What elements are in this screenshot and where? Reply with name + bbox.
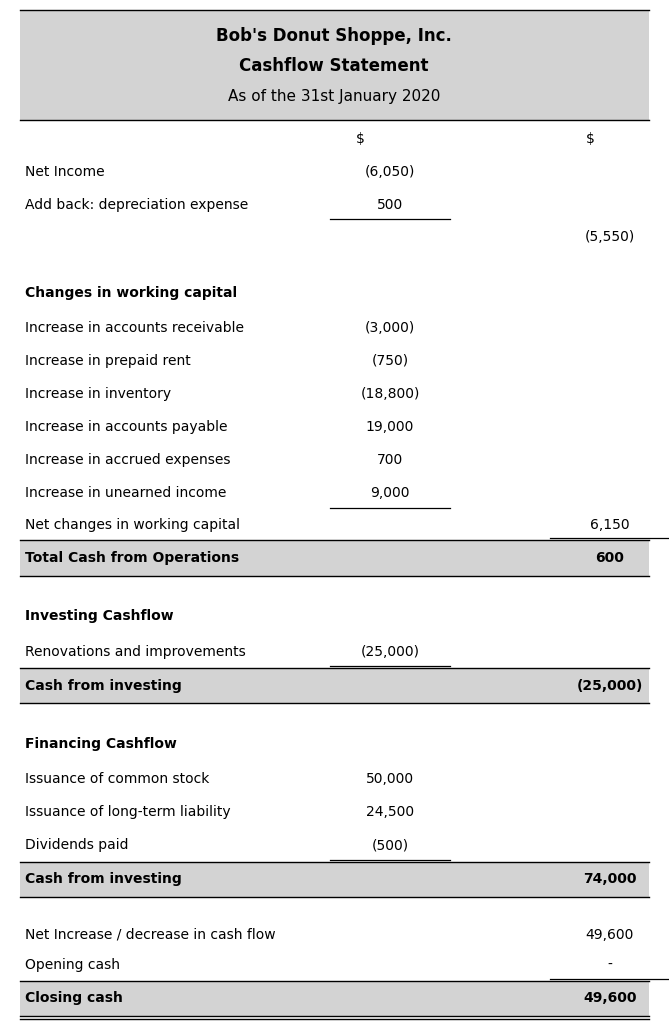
Text: Cash from investing: Cash from investing [25, 679, 182, 692]
Text: $: $ [585, 131, 595, 145]
Text: As of the 31st January 2020: As of the 31st January 2020 [228, 88, 440, 103]
Text: Renovations and improvements: Renovations and improvements [25, 644, 246, 658]
Text: Increase in inventory: Increase in inventory [25, 387, 171, 401]
Text: Opening cash: Opening cash [25, 958, 120, 973]
Text: -: - [607, 958, 612, 973]
Text: (500): (500) [371, 839, 409, 852]
Bar [20, 541, 649, 575]
Text: Increase in accounts payable: Increase in accounts payable [25, 420, 227, 434]
Text: 500: 500 [377, 198, 403, 212]
Text: Total Cash from Operations: Total Cash from Operations [25, 551, 239, 565]
Text: (25,000): (25,000) [577, 679, 643, 692]
Text: (5,550): (5,550) [585, 229, 635, 244]
Text: Changes in working capital: Changes in working capital [25, 286, 237, 300]
Bar [20, 668, 649, 703]
Text: 50,000: 50,000 [366, 772, 414, 786]
Text: Closing cash: Closing cash [25, 991, 123, 1006]
Text: 24,500: 24,500 [366, 805, 414, 819]
Text: 9,000: 9,000 [370, 486, 409, 500]
Text: 49,600: 49,600 [583, 991, 637, 1006]
Text: (750): (750) [371, 354, 409, 368]
Bar [20, 10, 649, 120]
Text: 74,000: 74,000 [583, 872, 637, 887]
Text: Cash from investing: Cash from investing [25, 872, 182, 887]
Text: (25,000): (25,000) [361, 644, 419, 658]
Text: 49,600: 49,600 [586, 928, 634, 941]
Text: Increase in accounts receivable: Increase in accounts receivable [25, 321, 244, 335]
Text: Increase in prepaid rent: Increase in prepaid rent [25, 354, 191, 368]
Text: 600: 600 [595, 551, 624, 565]
Text: Add back: depreciation expense: Add back: depreciation expense [25, 198, 248, 212]
Text: Net changes in working capital: Net changes in working capital [25, 518, 240, 531]
Text: (18,800): (18,800) [361, 387, 419, 401]
Text: Financing Cashflow: Financing Cashflow [25, 737, 177, 751]
Text: Issuance of long-term liability: Issuance of long-term liability [25, 805, 231, 819]
Text: Increase in unearned income: Increase in unearned income [25, 486, 226, 500]
Text: Issuance of common stock: Issuance of common stock [25, 772, 209, 786]
Text: 6,150: 6,150 [590, 518, 630, 531]
Text: Increase in accrued expenses: Increase in accrued expenses [25, 453, 231, 467]
Text: Bob's Donut Shoppe, Inc.: Bob's Donut Shoppe, Inc. [216, 27, 452, 45]
Text: 19,000: 19,000 [366, 420, 414, 434]
Text: $: $ [355, 131, 365, 145]
Bar [20, 981, 649, 1016]
Text: Net Income: Net Income [25, 165, 104, 178]
Text: 700: 700 [377, 453, 403, 467]
Text: (6,050): (6,050) [365, 165, 415, 178]
Text: (3,000): (3,000) [365, 321, 415, 335]
Text: Dividends paid: Dividends paid [25, 839, 128, 852]
Text: Investing Cashflow: Investing Cashflow [25, 609, 174, 624]
Bar [20, 862, 649, 897]
Text: Cashflow Statement: Cashflow Statement [240, 57, 429, 75]
Text: Net Increase / decrease in cash flow: Net Increase / decrease in cash flow [25, 928, 276, 941]
